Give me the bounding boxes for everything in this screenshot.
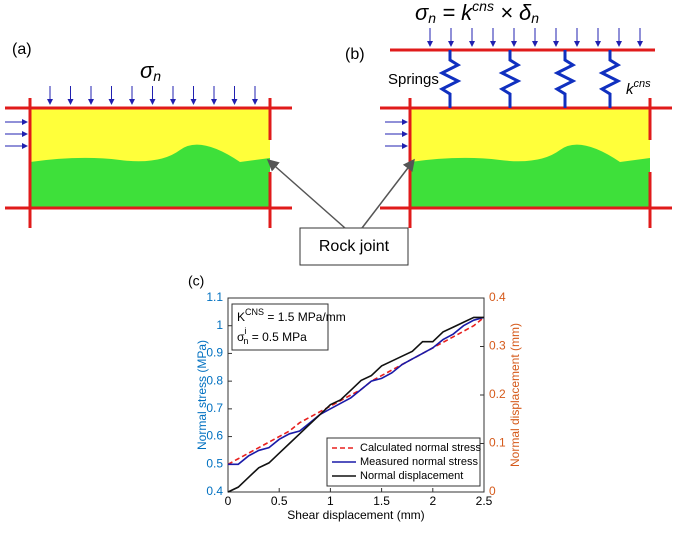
legend-label: Normal displacement (360, 470, 463, 482)
rock-joint-label: Rock joint (319, 238, 390, 255)
yellow-block (410, 108, 650, 166)
yellow-block (30, 108, 270, 166)
y-tick-label: 0.5 (206, 456, 223, 470)
equation: σn = kcns × δn (415, 0, 539, 26)
x-tick-label: 0.5 (271, 494, 288, 508)
legend-label: Calculated normal stress (360, 442, 482, 454)
sigma-label: σn (140, 58, 161, 84)
y-tick-label: 0.4 (206, 484, 223, 498)
diagram: (a) (b) σn σn = kcns × δn Springs kcns R… (5, 0, 672, 351)
spring (553, 50, 577, 108)
panel-label: (a) (12, 41, 32, 58)
y-tick-label: 1.1 (206, 290, 223, 304)
annotation-box (231, 303, 329, 351)
k-label: kcns (626, 78, 651, 98)
y-tick-label: 0.7 (206, 401, 223, 415)
y-tick-label: 0.9 (206, 346, 223, 360)
y2-tick-label: 0.3 (489, 339, 506, 353)
panel-label: (c) (188, 273, 204, 289)
spring (438, 50, 462, 108)
y2-tick-label: 0.1 (489, 436, 506, 450)
y-tick-label: 0.8 (206, 373, 223, 387)
x-tick-label: 0 (225, 494, 232, 508)
callout-box (299, 227, 409, 266)
annotation: σi n = 0.5 MPa (237, 326, 307, 346)
pointer (266, 159, 346, 229)
pointer (361, 158, 415, 229)
green-block (30, 144, 270, 207)
x-tick-label: 1.5 (373, 494, 390, 508)
y-tick-label: 1 (216, 318, 223, 332)
y2-tick-label: 0 (489, 484, 496, 498)
annotation: KCNS = 1.5 MPa/mm (237, 307, 346, 324)
x-tick-label: 2 (429, 494, 436, 508)
x-tick-label: 1 (327, 494, 334, 508)
springs-label: Springs (388, 71, 439, 88)
spring (598, 50, 622, 108)
x-tick-label: 2.5 (476, 494, 493, 508)
green-block (410, 144, 650, 207)
series-line (227, 316, 485, 465)
y-tick-label: 0.6 (206, 429, 223, 443)
x-axis-label: Shear displacement (mm) (287, 508, 424, 522)
series-line (227, 316, 484, 493)
series-line (228, 316, 485, 466)
panel-label: (b) (345, 46, 365, 63)
spring (498, 50, 522, 108)
y-axis-label: Normal stress (MPa) (195, 340, 209, 450)
y2-axis-label: Normal displacement (mm) (508, 323, 522, 467)
y2-tick-label: 0.2 (489, 387, 506, 401)
y2-tick-label: 0.4 (489, 290, 506, 304)
legend-label: Measured normal stress (360, 456, 478, 468)
